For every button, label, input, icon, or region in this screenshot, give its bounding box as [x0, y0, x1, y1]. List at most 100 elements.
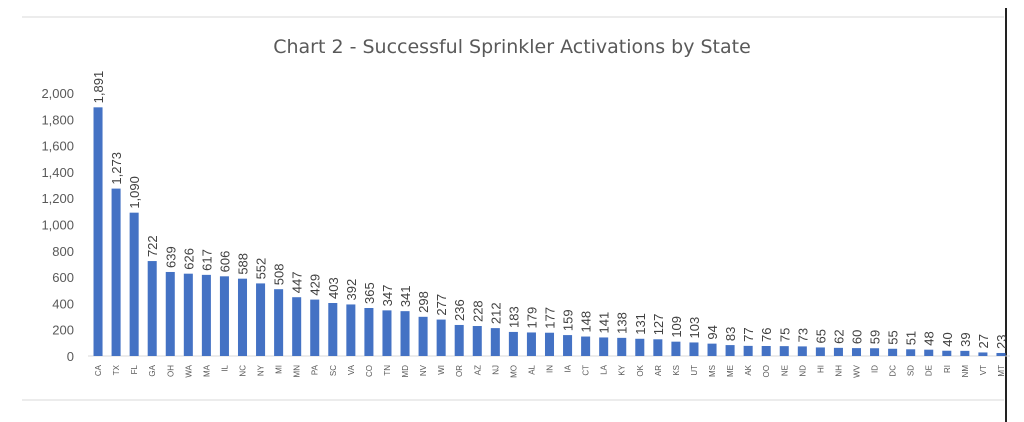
bar-ri — [942, 350, 952, 356]
value-label: 55 — [886, 330, 901, 344]
bar-ut — [689, 342, 699, 356]
y-tick-label: 1,800 — [41, 112, 74, 127]
value-label: 59 — [868, 330, 883, 344]
value-label: 626 — [181, 248, 196, 270]
x-tick-label: RI — [943, 365, 952, 373]
bar-fl — [129, 212, 139, 356]
y-tick-label: 600 — [52, 270, 74, 285]
bar-mo — [508, 331, 518, 356]
value-label: 94 — [705, 325, 720, 339]
bar-me — [725, 345, 735, 356]
bar-ca — [93, 107, 103, 356]
value-label: 138 — [615, 312, 630, 334]
x-tick-label: LA — [600, 364, 609, 374]
value-label: 722 — [145, 235, 160, 257]
x-tick-label: ID — [871, 365, 880, 373]
value-label: 236 — [452, 299, 467, 321]
value-label: 347 — [380, 285, 395, 307]
bar-in — [544, 332, 555, 356]
bars — [93, 107, 1006, 356]
bar-id — [870, 348, 880, 356]
x-tick-label: VT — [979, 365, 988, 375]
x-tick-label: MD — [401, 365, 410, 378]
x-tick-label: SC — [329, 365, 338, 376]
bar-de — [924, 349, 934, 356]
x-tick-label: AZ — [473, 365, 482, 375]
value-label: 148 — [579, 311, 594, 333]
value-label: 588 — [236, 253, 251, 275]
x-tick-label: MI — [275, 365, 284, 374]
y-axis: 0 200 400 600 800 1,000 1,200 1,400 1,600 1,800 2,… — [41, 86, 74, 364]
chart-title: Chart 2 - Successful Sprinkler Activatio… — [273, 36, 751, 58]
x-tick-label: DC — [889, 365, 898, 377]
x-tick-label: SD — [907, 365, 916, 376]
y-tick-label: 2,000 — [41, 86, 74, 101]
bar-tn — [382, 310, 392, 356]
x-tick-label: WA — [184, 364, 193, 377]
value-label: 177 — [543, 307, 558, 329]
bar-dc — [888, 348, 898, 356]
value-label: 1,273 — [109, 152, 124, 185]
bar-ok — [635, 338, 645, 356]
bar-tx — [111, 188, 121, 356]
value-label: 76 — [759, 328, 774, 342]
bar-wi — [436, 319, 446, 356]
x-tick-label: NM — [961, 365, 970, 378]
value-label: 65 — [813, 329, 828, 343]
x-tick-label: MO — [509, 365, 518, 378]
bar-la — [599, 337, 609, 356]
x-tick-label: ME — [726, 365, 735, 377]
bar-sd — [906, 349, 916, 356]
value-label: 228 — [470, 300, 485, 322]
value-label: 131 — [633, 313, 648, 335]
value-label: 103 — [687, 317, 702, 339]
x-tick-label: OK — [636, 364, 645, 376]
value-label: 183 — [506, 306, 521, 328]
x-axis-labels: CA TX FL GA OH WA MA IL NC NY MI MN PA SC VA CO TN MD NV WI… — [94, 364, 1006, 378]
value-label: 62 — [831, 329, 846, 343]
bar-wa — [183, 273, 193, 356]
x-tick-label: MN — [293, 365, 302, 378]
x-tick-label: KY — [618, 364, 627, 375]
value-label: 552 — [254, 258, 269, 280]
value-label: 27 — [976, 334, 991, 348]
y-tick-label: 1,600 — [41, 139, 74, 154]
bar-ny — [256, 283, 266, 356]
bar-md — [400, 311, 410, 356]
value-label: 403 — [326, 277, 341, 299]
x-tick-label: GA — [148, 364, 157, 376]
bar-ct — [581, 336, 591, 356]
bar-nm — [960, 350, 970, 356]
bar-co — [364, 308, 374, 356]
bar-ma — [201, 274, 211, 356]
x-tick-label: MS — [708, 365, 717, 377]
bar-ms — [707, 343, 717, 356]
bar-mn — [292, 297, 302, 356]
x-tick-label: NJ — [491, 365, 500, 375]
value-label: 277 — [434, 294, 449, 316]
bar-mi — [274, 289, 284, 356]
y-tick-label: 1,000 — [41, 218, 74, 233]
value-label: 341 — [398, 285, 413, 307]
value-label: 48 — [922, 331, 937, 345]
bar-ne — [779, 346, 789, 356]
bar-ky — [617, 337, 627, 356]
value-label: 429 — [308, 274, 323, 296]
value-label: 639 — [163, 246, 178, 268]
value-label: 392 — [344, 279, 359, 301]
value-label: 447 — [290, 272, 305, 294]
bar-ak — [743, 345, 753, 356]
x-tick-label: AL — [527, 364, 536, 374]
value-label: 40 — [940, 332, 955, 346]
x-tick-label: TX — [112, 364, 121, 375]
bar-va — [346, 304, 356, 356]
y-tick-label: 200 — [52, 323, 74, 338]
x-tick-label: KS — [672, 365, 681, 376]
y-tick-label: 1,400 — [41, 165, 74, 180]
x-tick-label: AK — [744, 364, 753, 375]
x-tick-label: NC — [239, 365, 248, 377]
x-tick-label: OH — [166, 365, 175, 377]
x-tick-label: HI — [816, 365, 825, 373]
